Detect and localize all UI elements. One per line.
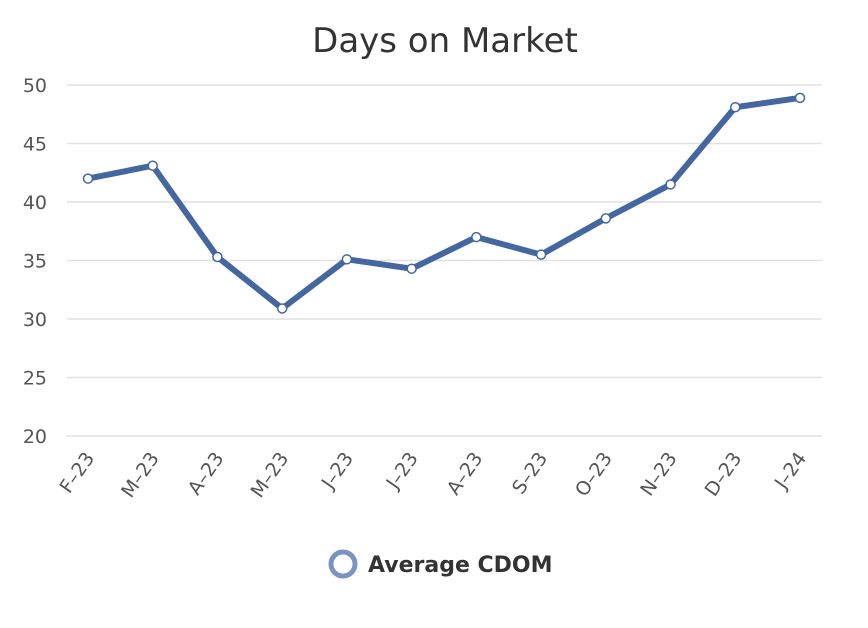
y-tick-label: 30 — [23, 309, 47, 331]
x-tick-label: J–24 — [770, 448, 811, 494]
data-point[interactable] — [471, 231, 482, 243]
x-tick-label: J–23 — [317, 448, 358, 494]
data-point[interactable] — [794, 92, 806, 104]
y-tick-label: 35 — [23, 251, 47, 273]
data-point[interactable] — [406, 263, 417, 274]
x-tick-label: N–23 — [636, 448, 681, 500]
legend[interactable]: Average CDOM — [328, 549, 553, 579]
data-point[interactable] — [147, 160, 158, 171]
data-point[interactable] — [82, 173, 94, 184]
data-point[interactable] — [600, 213, 612, 224]
chart-title: Days on Market — [312, 21, 578, 61]
gridlines — [67, 84, 822, 437]
y-tick-label: 45 — [23, 134, 47, 156]
x-tick-label: S–23 — [508, 448, 552, 498]
y-tick-label: 50 — [23, 75, 47, 97]
x-tick-label: O–23 — [571, 448, 617, 500]
data-point[interactable] — [665, 179, 676, 190]
data-point[interactable] — [212, 251, 223, 263]
series-line — [85, 94, 803, 312]
x-axis-ticks: F–23 M–23 A–23 M–23 J–23 J–23 A–23 S–23 O–23 N–23… — [55, 448, 811, 502]
legend-marker-icon — [328, 549, 358, 579]
x-tick-label: F–23 — [55, 448, 99, 497]
y-tick-label: 25 — [23, 368, 47, 390]
y-tick-label: 20 — [23, 426, 47, 448]
data-point[interactable] — [276, 303, 288, 314]
x-tick-label: A–23 — [443, 448, 488, 499]
series-layer — [82, 92, 806, 314]
y-axis-ticks: 20 25 30 35 40 45 50 — [23, 75, 47, 448]
x-tick-label: M–23 — [247, 448, 294, 502]
x-tick-label: A–23 — [184, 448, 229, 499]
x-tick-label: M–23 — [117, 448, 164, 502]
x-tick-label: D–23 — [701, 448, 747, 500]
y-tick-label: 40 — [23, 192, 47, 214]
data-point[interactable] — [730, 101, 741, 113]
legend-label: Average CDOM — [368, 553, 553, 578]
data-point[interactable] — [341, 254, 353, 265]
x-tick-label: J–23 — [382, 448, 423, 494]
data-point[interactable] — [535, 249, 547, 260]
